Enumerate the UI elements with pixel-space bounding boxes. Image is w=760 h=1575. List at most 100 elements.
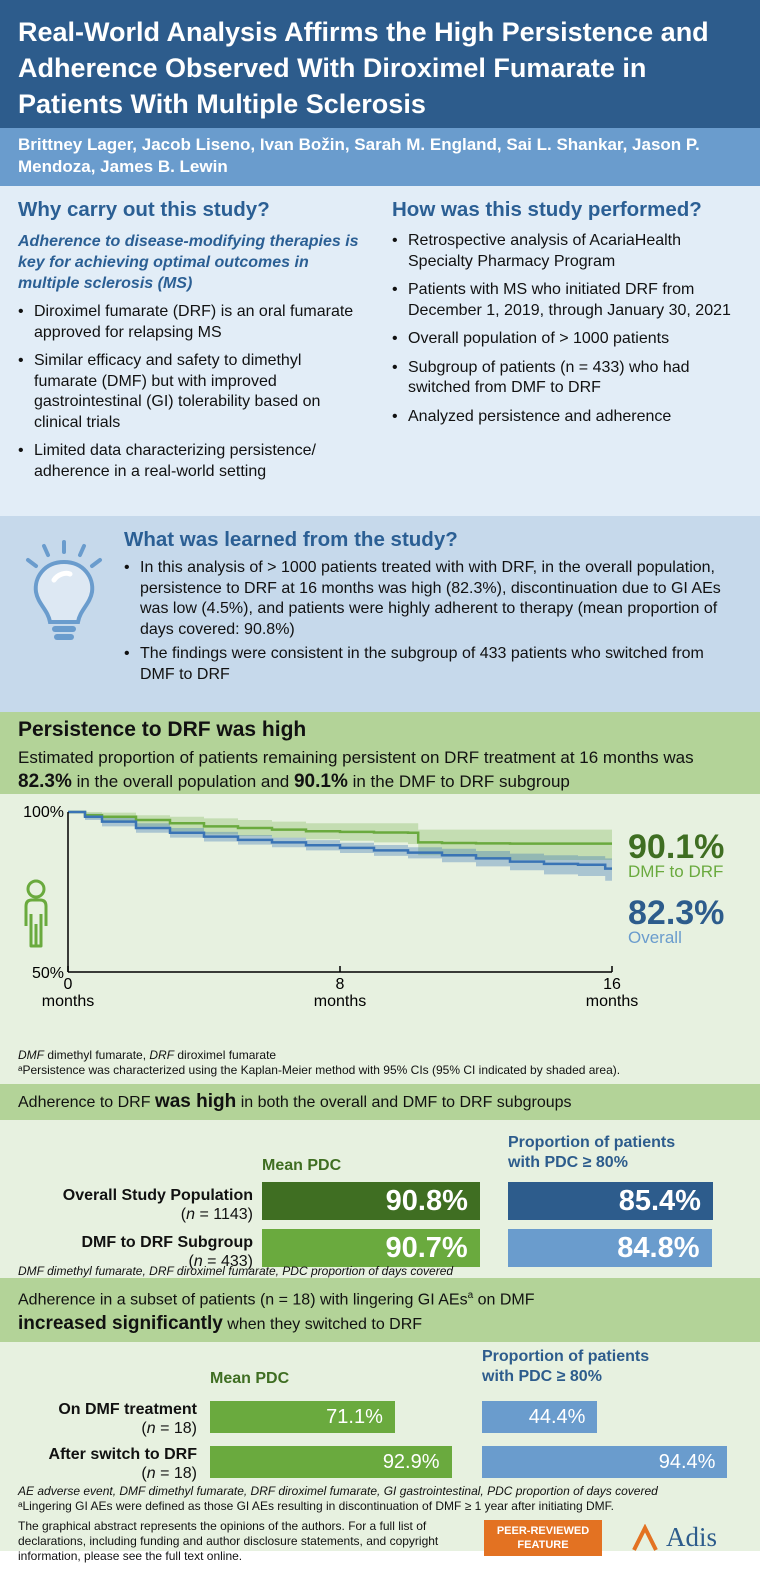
mean-pdc-bar-subgroup: 90.7% xyxy=(262,1229,480,1267)
x-tick-unit: months xyxy=(42,993,94,1010)
persistence-footnote-1: DMF dimethyl fumarate, DRF diroximel fum… xyxy=(18,1048,276,1063)
x-tick-label: 16 xyxy=(603,976,621,993)
list-item: Overall population of > 1000 patients xyxy=(392,329,742,350)
row-title: On DMF treatment xyxy=(58,1401,197,1418)
proportion-header-line: with PDC ≥ 80% xyxy=(482,1368,602,1385)
learned-section: What was learned from the study? In this… xyxy=(0,516,760,712)
list-item: Limited data characterizing persistence/… xyxy=(18,441,368,482)
row-label-on-dmf: On DMF treatment (n = 18) xyxy=(58,1400,197,1438)
header-text: when they switched to DRF xyxy=(222,1316,423,1334)
row-n: n xyxy=(146,1420,156,1437)
list-item: In this analysis of > 1000 patients trea… xyxy=(124,558,742,640)
y-tick-label: 50% xyxy=(32,965,64,982)
header-emphasis: increased significantly xyxy=(18,1313,223,1335)
page-title: Real-World Analysis Affirms the High Per… xyxy=(18,17,709,119)
learned-heading: What was learned from the study? xyxy=(124,528,458,551)
mean-pdc-header: Mean PDC xyxy=(210,1370,290,1387)
persistence-summary: Estimated proportion of patients remaini… xyxy=(18,746,742,794)
y-tick-label: 100% xyxy=(23,804,64,821)
adherence-subset-section: Adherence in a subset of patients (n = 1… xyxy=(0,1278,760,1563)
mean-pdc-header: Mean PDC xyxy=(262,1157,342,1174)
learned-list: In this analysis of > 1000 patients trea… xyxy=(124,558,742,685)
list-item: Patients with MS who initiated DRF from … xyxy=(392,280,742,321)
x-tick-unit: months xyxy=(586,993,638,1010)
badge-line: FEATURE xyxy=(517,1539,569,1551)
persistence-heading: Persistence to DRF was high xyxy=(18,718,307,741)
list-item: Analyzed persistence and adherence xyxy=(392,407,742,428)
row-label-subgroup: DMF to DRF Subgroup (n = 433) xyxy=(81,1233,253,1271)
subgroup-value: 90.1% xyxy=(293,771,348,792)
list-item: Subgroup of patients (n = 433) who had s… xyxy=(392,358,742,399)
summary-text: in the DMF to DRF subgroup xyxy=(347,772,570,791)
proportion-header: Proportion of patients with PDC ≥ 80% xyxy=(508,1133,675,1173)
x-tick-label: 0 xyxy=(64,976,73,993)
list-item: Similar efficacy and safety to dimethyl … xyxy=(18,351,368,433)
row-n: ( xyxy=(141,1465,147,1482)
list-item: Retrospective analysis of AcariaHealth S… xyxy=(392,231,742,272)
adherence-header: Adherence to DRF was high in both the ov… xyxy=(0,1084,760,1120)
row-n: ( xyxy=(141,1420,147,1437)
persistence-chart-panel: 100% 50% 0 months 8 months 16 months 90.1% DMF to… xyxy=(0,794,760,1084)
persistence-header: Persistence to DRF was high Estimated pr… xyxy=(0,712,760,794)
why-lead: Adherence to disease-modifying therapies… xyxy=(18,233,359,292)
x-tick-unit: months xyxy=(314,993,366,1010)
author-list: Brittney Lager, Jacob Liseno, Ivan Božin… xyxy=(0,128,760,186)
why-heading: Why carry out this study? xyxy=(18,198,270,221)
row-n: ( xyxy=(180,1206,187,1223)
proportion-bar-subgroup: 84.8% xyxy=(508,1229,712,1267)
header-line: Adherence in a subset of patients (n = 1… xyxy=(18,1284,742,1312)
persistence-footnote-2: ᵃPersistence was characterized using the… xyxy=(18,1063,621,1077)
footnote-term: DRF xyxy=(149,1048,175,1062)
adherence-section: Adherence to DRF was high in both the ov… xyxy=(0,1084,760,1278)
header-text: Adherence to DRF xyxy=(18,1094,155,1111)
row-title: After switch to DRF xyxy=(48,1446,197,1463)
list-item: The findings were consistent in the subg… xyxy=(124,644,742,685)
adis-logo: Adis xyxy=(630,1522,742,1554)
end-value-overall: 82.3% xyxy=(628,894,724,932)
list-item: Diroximel fumarate (DRF) is an oral fuma… xyxy=(18,302,368,343)
how-list: Retrospective analysis of AcariaHealth S… xyxy=(392,231,742,427)
adherence-footnote: DMF dimethyl fumarate, DRF diroximel fum… xyxy=(18,1264,454,1278)
footnote-text: diroximel fumarate xyxy=(174,1048,277,1062)
publisher-name: Adis xyxy=(666,1522,718,1552)
mean-pdc-bar-on-dmf: 71.1% xyxy=(210,1401,395,1433)
summary-text: in the overall population and xyxy=(71,772,294,791)
proportion-bar-on-dmf: 44.4% xyxy=(482,1401,598,1433)
row-n: n xyxy=(193,1253,203,1270)
adherence-subset-header: Adherence in a subset of patients (n = 1… xyxy=(0,1278,760,1342)
proportion-bar-overall: 85.4% xyxy=(508,1182,713,1220)
why-column: Why carry out this study? Adherence to d… xyxy=(18,198,388,516)
row-n: n xyxy=(146,1465,156,1482)
header-text: on DMF xyxy=(473,1291,535,1309)
row-n: = 18) xyxy=(155,1420,197,1437)
row-label-overall: Overall Study Population (n = 1143) xyxy=(63,1186,253,1224)
why-list: Diroximel fumarate (DRF) is an oral fuma… xyxy=(18,302,368,482)
proportion-header-line: Proportion of patients xyxy=(508,1134,676,1151)
learned-content: What was learned from the study? In this… xyxy=(124,528,742,712)
adherence-subset-panel: Mean PDC Proportion of patients with PDC … xyxy=(0,1342,760,1563)
km-line-dmf-to-drf xyxy=(68,810,612,845)
header-text: Adherence in a subset of patients (n = 1… xyxy=(18,1291,468,1309)
persistence-section: Persistence to DRF was high Estimated pr… xyxy=(0,712,760,1084)
how-column: How was this study performed? Retrospect… xyxy=(388,198,742,516)
title-banner: Real-World Analysis Affirms the High Per… xyxy=(0,0,760,128)
overall-value: 82.3% xyxy=(18,771,72,792)
row-label-after-switch: After switch to DRF (n = 18) xyxy=(49,1445,197,1483)
mean-pdc-bar-overall: 90.8% xyxy=(262,1182,480,1220)
proportion-header-line: with PDC ≥ 80% xyxy=(508,1154,628,1171)
lightbulb-icon xyxy=(14,528,124,712)
end-value-dmf-to-drf: 90.1% xyxy=(628,828,724,866)
row-n: = 433) xyxy=(202,1253,253,1270)
header-emphasis: was high xyxy=(154,1091,237,1112)
adis-logo-icon xyxy=(632,1524,658,1551)
header-text: in both the overall and DMF to DRF subgr… xyxy=(236,1094,572,1111)
row-n: n xyxy=(186,1206,196,1223)
header-sup: a xyxy=(467,1290,474,1301)
row-n: = 18) xyxy=(155,1465,197,1482)
person-icon xyxy=(26,879,46,899)
footnote-text: dimethyl fumarate, xyxy=(44,1048,150,1062)
badge-line: PEER-REVIEWED xyxy=(496,1525,590,1537)
how-heading: How was this study performed? xyxy=(392,198,702,221)
person-icon xyxy=(24,898,48,948)
